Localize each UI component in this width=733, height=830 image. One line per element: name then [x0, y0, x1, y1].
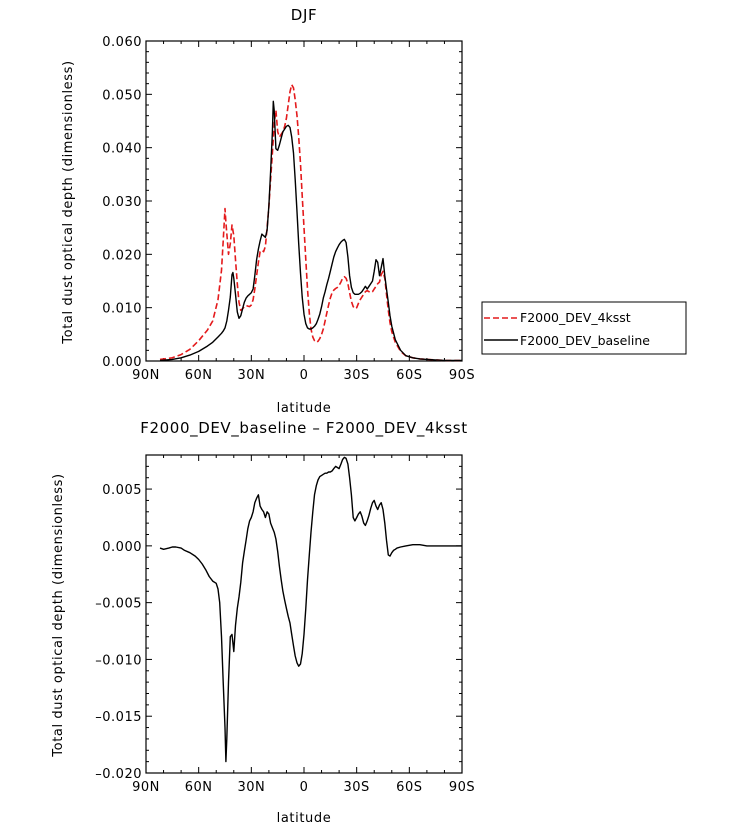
- chart-0-y-tick-label: 0.040: [102, 142, 142, 157]
- chart-1-y-tick-label: 0.005: [102, 483, 142, 498]
- chart-1-x-tick-label: 0: [300, 780, 309, 795]
- chart-0-series-0-line: [159, 83, 462, 362]
- top-chart-title: DJF: [291, 6, 317, 24]
- chart-1-x-tick-label: 30N: [237, 780, 265, 795]
- chart-0-x-tick-label: 60S: [396, 368, 422, 383]
- chart-0-x-tick-label: 0: [300, 368, 309, 383]
- bottom-chart-panel: F2000_DEV_baseline – F2000_DEV_4ksst Tot…: [51, 419, 475, 826]
- chart-0-x-tick-label: 60N: [185, 368, 213, 383]
- chart-0-x-tick-label: 30S: [344, 368, 370, 383]
- chart-0-series-1-line: [159, 100, 462, 362]
- chart-0-y-tick-label: 0.000: [102, 355, 142, 370]
- chart-0-y-tick-label: 0.020: [102, 248, 142, 263]
- chart-0-x-tick-label: 90S: [449, 368, 475, 383]
- chart-1-x-tick-label: 90S: [449, 780, 475, 795]
- bottom-chart-x-axis-title: latitude: [277, 811, 332, 826]
- chart-1-plot-frame: [145, 454, 463, 774]
- chart-0-x-tick-label: 30N: [237, 368, 265, 383]
- legend-label-4ksst: F2000_DEV_4ksst: [520, 310, 631, 325]
- top-chart-x-axis-title: latitude: [277, 401, 332, 416]
- bottom-chart-y-axis-title: Total dust optical depth (dimensionless): [51, 473, 66, 757]
- chart-1-x-tick-label: 30S: [344, 780, 370, 795]
- top-chart-legend: F2000_DEV_4ksst F2000_DEV_baseline: [481, 301, 687, 355]
- chart-1-y-tick-label: 0.000: [102, 540, 142, 555]
- legend-label-baseline: F2000_DEV_baseline: [520, 333, 650, 348]
- chart-1-x-tick-label: 60S: [396, 780, 422, 795]
- chart-0-y-tick-label: 0.030: [102, 195, 142, 210]
- top-chart-y-axis-title: Total dust optical depth (dimensionless): [61, 60, 76, 344]
- chart-0-y-tick-label: 0.060: [102, 35, 142, 50]
- chart-0-x-tick-label: 90N: [132, 368, 160, 383]
- bottom-chart-title: F2000_DEV_baseline – F2000_DEV_4ksst: [140, 419, 467, 438]
- chart-0-y-tick-label: 0.050: [102, 88, 142, 103]
- chart-0-y-tick-label: 0.010: [102, 302, 142, 317]
- chart-1-x-tick-label: 90N: [132, 780, 160, 795]
- chart-1-y-tick-label: –0.010: [95, 653, 142, 668]
- chart-1-y-tick-label: –0.005: [95, 597, 142, 612]
- top-chart-panel: DJF Total dust optical depth (dimensionl…: [61, 6, 475, 416]
- chart-1-x-tick-label: 60N: [185, 780, 213, 795]
- legend-box: [481, 301, 687, 355]
- chart-1-series-0-line: [159, 456, 462, 763]
- chart-1-y-tick-label: –0.020: [95, 767, 142, 782]
- chart-1-y-tick-label: –0.015: [95, 710, 142, 725]
